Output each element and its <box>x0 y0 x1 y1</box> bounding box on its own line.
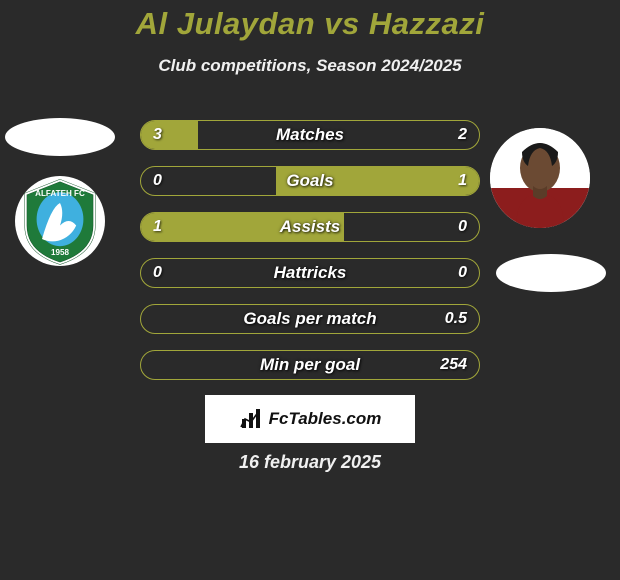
svg-text:1958: 1958 <box>51 248 69 257</box>
stat-row-assists: 1 Assists 0 <box>140 212 480 242</box>
credit-text: FcTables.com <box>269 409 382 429</box>
stat-value-right: 2 <box>458 121 467 149</box>
player-photo-icon <box>490 128 590 228</box>
stat-value-right: 0 <box>458 213 467 241</box>
page-title: Al Julaydan vs Hazzazi <box>0 0 620 42</box>
stat-value-right: 0 <box>458 259 467 287</box>
player-left-club-logo: ALFATEH FC 1958 <box>15 176 105 266</box>
stat-label: Assists <box>141 213 479 241</box>
player-left-avatar-placeholder <box>5 118 115 156</box>
credit-box: FcTables.com <box>205 395 415 443</box>
stat-row-matches: 3 Matches 2 <box>140 120 480 150</box>
player-right-club-placeholder <box>496 254 606 292</box>
stat-label: Min per goal <box>141 351 479 379</box>
stat-label: Matches <box>141 121 479 149</box>
stat-row-goals: 0 Goals 1 <box>140 166 480 196</box>
stat-value-right: 254 <box>440 351 467 379</box>
player-right-avatar <box>490 128 590 228</box>
stat-value-right: 0.5 <box>445 305 467 333</box>
svg-text:ALFATEH FC: ALFATEH FC <box>35 189 85 198</box>
date-text: 16 february 2025 <box>0 452 620 473</box>
stat-label: Goals <box>141 167 479 195</box>
stat-value-right: 1 <box>458 167 467 195</box>
alfateh-logo-icon: ALFATEH FC 1958 <box>15 176 105 266</box>
stat-row-goals-per-match: Goals per match 0.5 <box>140 304 480 334</box>
stat-row-hattricks: 0 Hattricks 0 <box>140 258 480 288</box>
stats-container: 3 Matches 2 0 Goals 1 1 Assists 0 0 Hatt… <box>140 120 480 396</box>
stat-label: Goals per match <box>141 305 479 333</box>
stat-row-min-per-goal: Min per goal 254 <box>140 350 480 380</box>
page-subtitle: Club competitions, Season 2024/2025 <box>0 56 620 76</box>
stat-label: Hattricks <box>141 259 479 287</box>
bar-chart-icon <box>239 407 263 431</box>
